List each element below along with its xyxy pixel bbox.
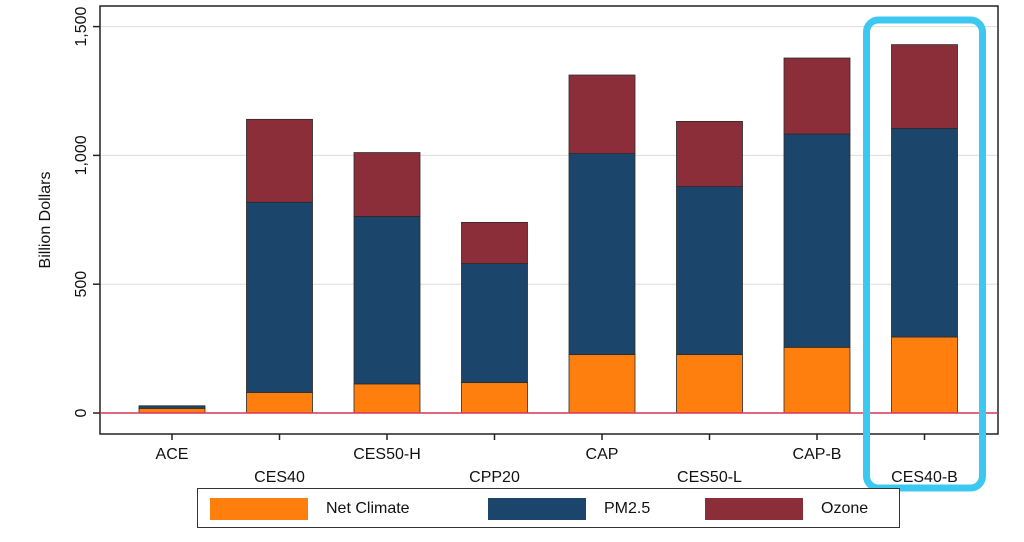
x-tick-label: CES50-L bbox=[677, 469, 742, 486]
y-ticks: 0 500 1,000 1,500 bbox=[73, 6, 100, 417]
y-tick-label: 0 bbox=[73, 408, 90, 417]
bar-ozone bbox=[783, 57, 851, 135]
bar-pm25 bbox=[461, 263, 528, 384]
bar-net-climate bbox=[891, 336, 958, 414]
bar-ozone bbox=[676, 120, 743, 187]
bar-pm25 bbox=[246, 201, 313, 393]
legend: Net Climate PM2.5 Ozone bbox=[197, 488, 900, 528]
x-tick-label: CES50-H bbox=[353, 446, 421, 463]
bar-pm25 bbox=[568, 153, 636, 355]
axes bbox=[99, 5, 999, 435]
bar-ozone bbox=[461, 221, 528, 264]
x-tick-label: CAP-B bbox=[793, 446, 842, 463]
bar-ozone bbox=[353, 152, 421, 217]
x-tick-label: CES40 bbox=[254, 469, 305, 486]
legend-swatch-pm25 bbox=[488, 498, 586, 520]
legend-label-pm25: PM2.5 bbox=[604, 500, 651, 517]
x-ticks: ACE CES40 CES50-H CPP20 CAP CES50-L CAP-B CES40… bbox=[156, 434, 958, 486]
bar-ozone bbox=[891, 44, 958, 129]
bar-net-climate bbox=[353, 383, 421, 414]
x-tick-label: ACE bbox=[156, 446, 189, 463]
x-tick-label: CPP20 bbox=[469, 469, 520, 486]
bar-net-climate bbox=[568, 354, 636, 414]
x-tick-label: CAP bbox=[586, 446, 619, 463]
bars bbox=[138, 44, 958, 414]
highlight-box bbox=[863, 16, 986, 492]
bar-pm25 bbox=[783, 133, 851, 348]
y-tick-label: 1,500 bbox=[73, 6, 90, 46]
bar-pm25 bbox=[138, 405, 206, 409]
legend-item-net-climate: Net Climate bbox=[210, 498, 410, 520]
bar-net-climate bbox=[246, 391, 313, 414]
bar-net-climate bbox=[461, 382, 528, 414]
legend-label-ozone: Ozone bbox=[821, 500, 869, 517]
y-tick-label: 500 bbox=[73, 271, 90, 298]
bar-pm25 bbox=[676, 186, 743, 355]
bar-ozone bbox=[568, 74, 636, 154]
bar-net-climate bbox=[783, 346, 851, 414]
y-axis-label: Billion Dollars bbox=[37, 172, 54, 269]
y-tick-label: 1,000 bbox=[73, 135, 90, 175]
bar-pm25 bbox=[891, 127, 958, 338]
legend-swatch-net-climate bbox=[210, 498, 308, 520]
legend-item-pm25: PM2.5 bbox=[488, 498, 650, 520]
legend-swatch-ozone bbox=[705, 498, 803, 520]
bar-net-climate bbox=[676, 354, 743, 414]
bar-pm25 bbox=[353, 216, 421, 385]
bar-ozone bbox=[246, 118, 313, 203]
x-tick-label: CES40-B bbox=[891, 469, 958, 486]
legend-item-ozone: Ozone bbox=[705, 498, 868, 520]
plot-frame bbox=[99, 5, 999, 435]
legend-label-net-climate: Net Climate bbox=[326, 500, 410, 517]
